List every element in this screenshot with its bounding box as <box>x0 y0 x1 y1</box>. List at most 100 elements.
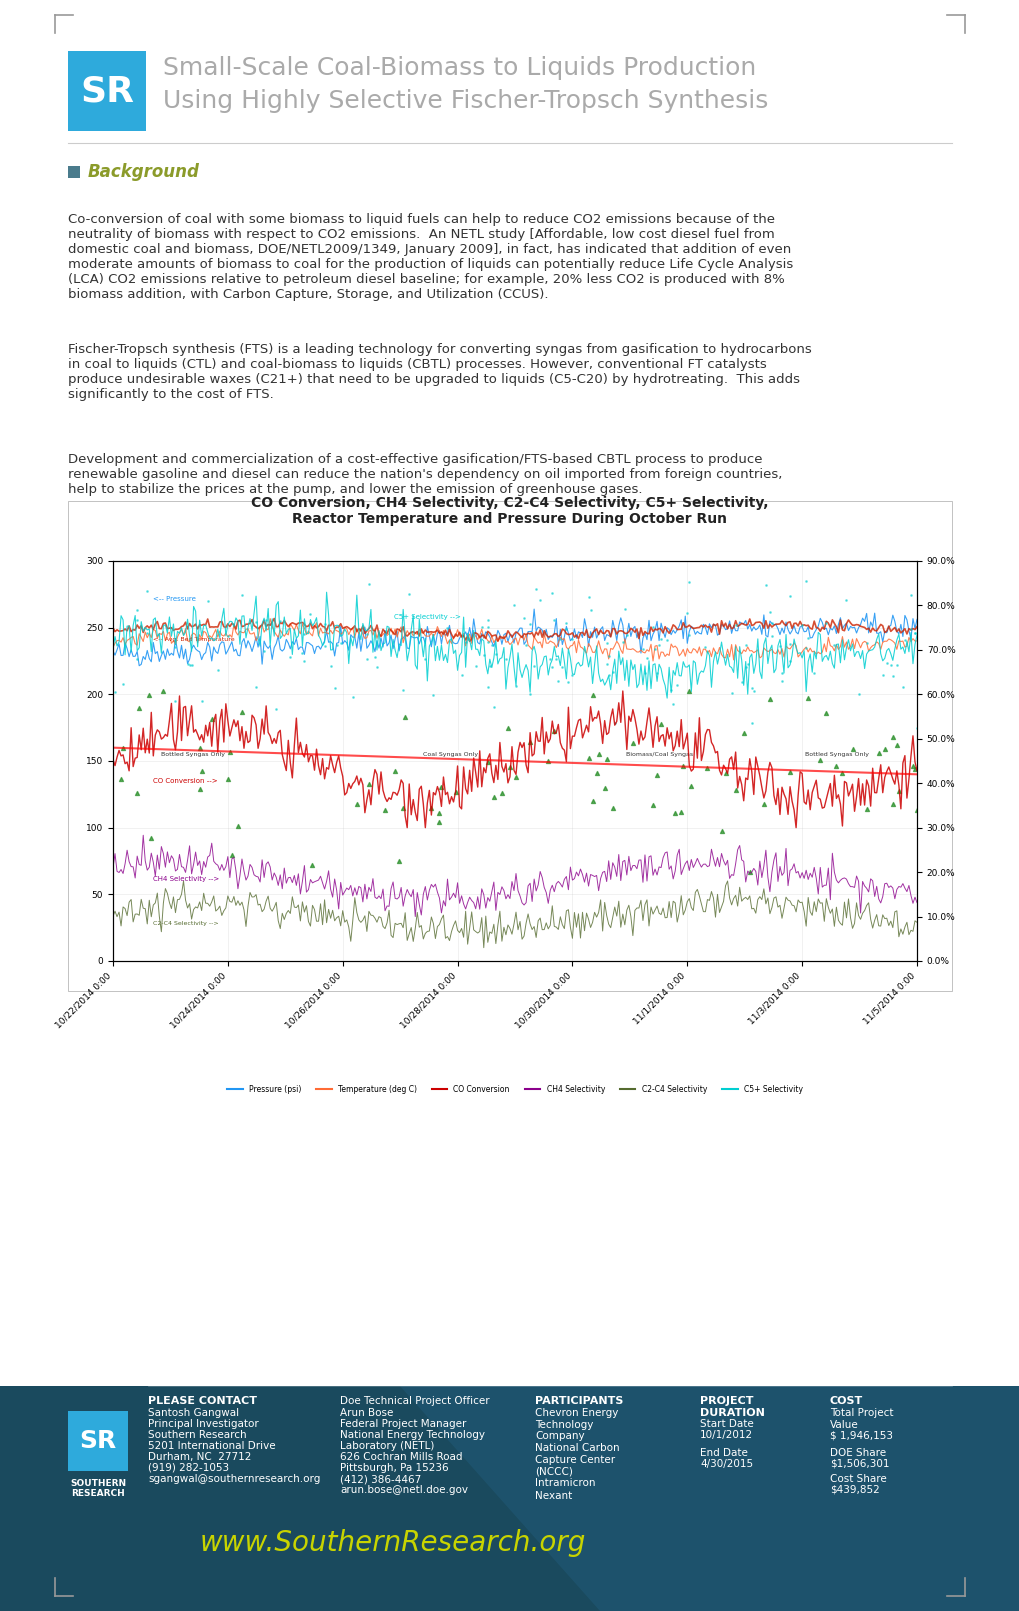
Point <box>376 797 392 823</box>
Point <box>107 680 123 706</box>
Point <box>433 773 449 799</box>
Point <box>475 643 491 669</box>
Text: SR: SR <box>79 74 133 108</box>
Point <box>181 652 198 678</box>
Point <box>139 578 155 604</box>
Point <box>316 611 332 636</box>
Point <box>167 688 183 714</box>
Point <box>194 757 210 783</box>
Point <box>522 611 538 636</box>
CH4 Selectivity <box>206 833 218 852</box>
Point <box>652 710 668 736</box>
Point <box>782 648 798 673</box>
Point <box>543 654 559 680</box>
CO Conversion <box>614 712 627 731</box>
Point <box>614 630 631 656</box>
C5+ Selectivity <box>614 656 627 675</box>
Point <box>141 681 157 707</box>
Text: CH4 Selectivity -->: CH4 Selectivity --> <box>153 876 219 881</box>
Temperature (deg C) <box>614 640 627 659</box>
Point <box>128 598 145 623</box>
Text: Chevron Energy
Technology
Company: Chevron Energy Technology Company <box>535 1408 618 1442</box>
Point <box>604 659 621 685</box>
Text: (412) 386-4467: (412) 386-4467 <box>339 1474 421 1484</box>
Point <box>906 756 922 781</box>
Point <box>394 794 411 820</box>
C5+ Selectivity <box>204 630 216 649</box>
CO Conversion <box>691 749 703 768</box>
Point <box>130 694 147 720</box>
Point <box>908 715 924 741</box>
Point <box>423 796 439 822</box>
Point <box>499 715 516 741</box>
CH4 Selectivity <box>910 892 922 912</box>
Point <box>505 591 522 617</box>
Point <box>179 651 196 677</box>
Point <box>883 664 900 690</box>
Point <box>359 622 375 648</box>
Point <box>600 662 616 688</box>
Point <box>733 669 749 694</box>
Text: Fischer-Tropsch synthesis (FTS) is a leading technology for converting syngas fr: Fischer-Tropsch synthesis (FTS) is a lea… <box>68 343 811 401</box>
Point <box>485 785 501 810</box>
Point <box>799 685 815 710</box>
Point <box>549 669 566 694</box>
Point <box>697 633 713 659</box>
Text: 4/30/2015: 4/30/2015 <box>699 1460 752 1469</box>
Point <box>293 640 310 665</box>
Point <box>557 611 574 636</box>
Line: CH4 Selectivity: CH4 Selectivity <box>113 834 916 917</box>
Point <box>598 746 614 772</box>
Point <box>183 652 200 678</box>
Point <box>344 683 361 709</box>
Text: Total Project
Value: Total Project Value <box>829 1408 893 1429</box>
Point <box>888 652 904 678</box>
Point <box>782 759 798 785</box>
Text: sgangwal@southernresearch.org: sgangwal@southernresearch.org <box>148 1474 320 1484</box>
Point <box>681 570 697 596</box>
Text: 5201 International Drive: 5201 International Drive <box>148 1440 275 1452</box>
Point <box>906 620 922 646</box>
Point <box>248 673 264 699</box>
C2-C4 Selectivity <box>616 904 629 923</box>
Point <box>681 622 697 648</box>
Text: Durham, NC  27712: Durham, NC 27712 <box>148 1452 251 1463</box>
Point <box>459 625 475 651</box>
Point <box>624 730 640 756</box>
Text: www.SouthernResearch.org: www.SouthernResearch.org <box>200 1529 586 1556</box>
Point <box>883 725 900 751</box>
Point <box>192 735 208 760</box>
Polygon shape <box>399 1385 1019 1611</box>
Text: Cost Share: Cost Share <box>829 1474 886 1484</box>
Pressure (psi) <box>691 622 703 641</box>
Temperature (deg C) <box>427 627 439 646</box>
Text: Doe Technical Project Officer: Doe Technical Project Officer <box>339 1397 489 1406</box>
Point <box>200 588 216 614</box>
C2-C4 Selectivity <box>695 894 707 913</box>
Point <box>192 777 208 802</box>
Point <box>194 688 210 714</box>
Point <box>143 825 159 851</box>
Point <box>467 652 483 678</box>
Point <box>233 699 250 725</box>
Temperature (deg C) <box>691 643 703 662</box>
CO Conversion <box>204 712 216 731</box>
Point <box>683 773 699 799</box>
Point <box>673 799 689 825</box>
Temperature (deg C) <box>107 638 119 657</box>
Point <box>431 809 447 834</box>
Point <box>487 641 503 667</box>
Point <box>763 623 780 649</box>
Point <box>875 736 892 762</box>
Point <box>722 680 739 706</box>
Text: Santosh Gangwal: Santosh Gangwal <box>148 1408 238 1418</box>
Point <box>763 611 780 636</box>
Text: C5+ Selectivity -->: C5+ Selectivity --> <box>394 614 461 620</box>
Pressure (psi) <box>616 615 629 635</box>
Text: 626 Cochran Mills Road: 626 Cochran Mills Road <box>339 1452 462 1463</box>
Point <box>359 646 375 672</box>
Text: Start Date: Start Date <box>699 1419 753 1429</box>
Point <box>139 620 155 646</box>
Point <box>256 638 272 664</box>
Point <box>296 622 312 648</box>
